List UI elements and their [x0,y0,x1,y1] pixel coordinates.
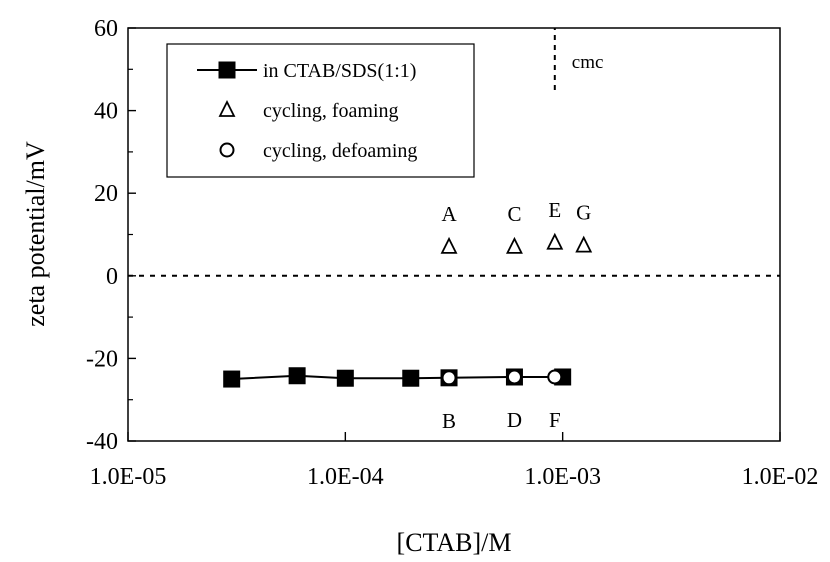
legend-entry-cycling-foaming: cycling, foaming [218,99,399,122]
y-axis-ticks: -40 -20 0 20 40 60 [86,16,136,455]
x-tick-label: 1.0E-04 [307,464,384,490]
data-point [223,370,241,388]
data-point [441,370,457,386]
x-axis-title: [CTAB]/M [397,528,512,557]
data-point [336,369,354,387]
y-tick-label: 60 [94,16,118,42]
point-label-c: C [507,202,521,226]
y-tick-label: 40 [94,99,118,125]
legend-label: in CTAB/SDS(1:1) [263,60,416,82]
y-axis-title: zeta potential/mV [21,141,50,327]
cmc-label: cmc [572,52,604,73]
point-label-b: B [442,409,456,433]
y-tick-label: 0 [106,264,118,290]
x-tick-label: 1.0E-05 [90,464,167,490]
legend-marker [219,142,235,158]
legend-label: cycling, defoaming [263,140,417,162]
data-point [506,369,522,385]
legend-entry-in-ctab-sds-1-1: in CTAB/SDS(1:1) [197,60,416,82]
series-layer: A C E G B D F [223,198,593,433]
data-point [575,235,593,253]
data-point [440,236,458,254]
x-tick-label: 1.0E-03 [524,464,601,490]
legend: in CTAB/SDS(1:1) cycling, foaming cycling,… [166,43,475,178]
data-point [546,232,564,250]
legend-label: cycling, foaming [263,100,399,122]
point-label-g: G [576,201,591,225]
y-tick-label: 20 [94,181,118,207]
legend-marker [218,61,236,79]
point-label-a: A [441,202,457,226]
legend-box [166,43,475,178]
point-label-e: E [548,198,561,222]
y-tick-label: -20 [86,346,118,372]
data-point [402,369,420,387]
data-point [288,367,306,385]
x-tick-label: 1.0E-02 [742,464,819,490]
data-point [547,369,563,385]
legend-marker [218,99,236,117]
legend-entry-cycling-defoaming: cycling, defoaming [219,140,417,162]
point-label-d: D [507,408,522,432]
x-axis-ticks: 1.0E-05 1.0E-04 1.0E-03 1.0E-02 [90,432,819,490]
point-label-f: F [549,408,561,432]
y-tick-label: -40 [86,429,118,455]
reference-lines: cmc [128,28,780,277]
data-point [505,236,523,254]
